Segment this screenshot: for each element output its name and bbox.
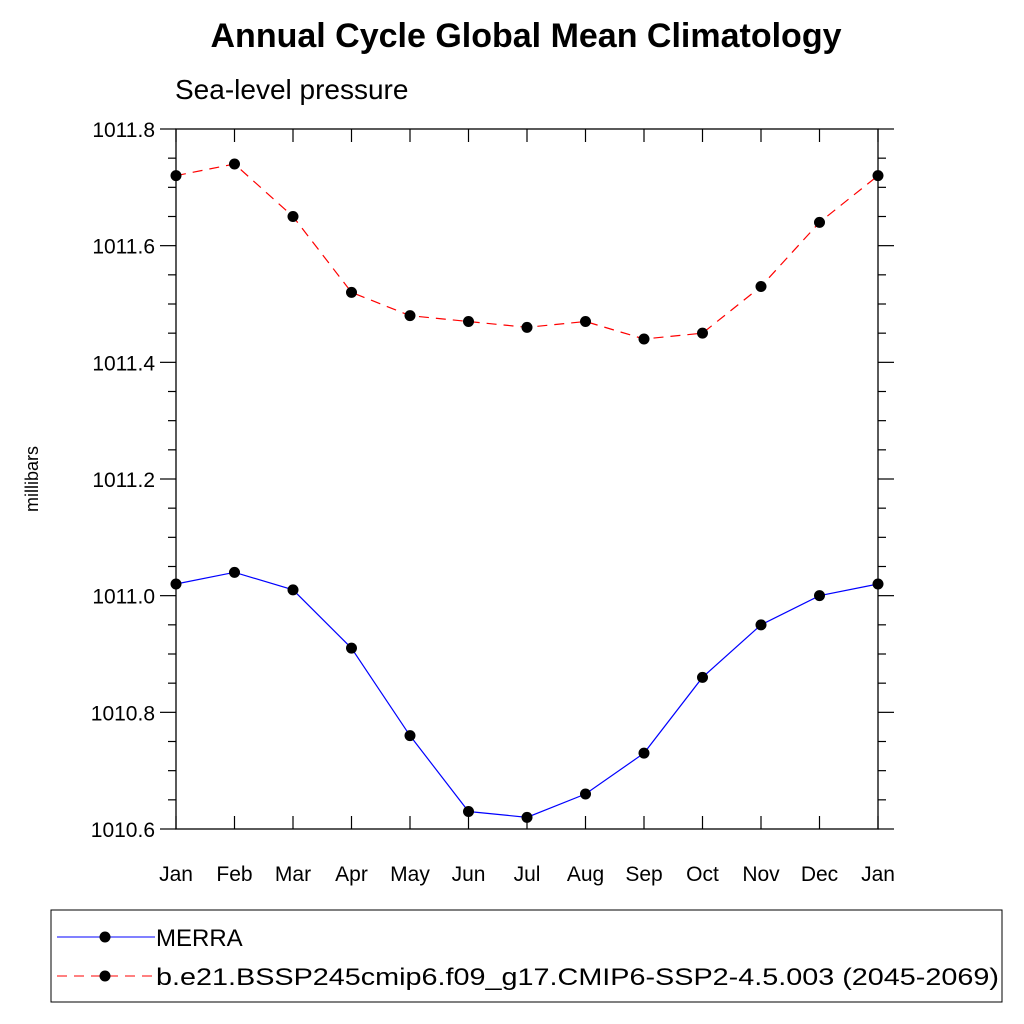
y-tick-label: 1011.2 (92, 469, 155, 492)
data-point (170, 170, 182, 182)
x-tick-labels: Jan Feb Mar Apr May Jun Jul Aug Sep Oct Nov Dec Jan (159, 863, 895, 886)
y-tick-label: 1011.6 (92, 236, 155, 259)
x-tick-label: Dec (801, 863, 838, 886)
axis-ticks (160, 128, 894, 830)
data-point (229, 566, 240, 578)
data-point (463, 806, 474, 817)
data-point (638, 333, 650, 345)
data-point (755, 619, 767, 631)
legend-label-cmip6: b.e21.BSSP245cmip6.f09_g17.CMIP6-SSP2-4.… (156, 964, 999, 991)
x-tick-label: Mar (275, 863, 311, 886)
y-tick-label: 1010.6 (91, 819, 155, 842)
data-point (521, 811, 533, 823)
data-point (814, 590, 825, 602)
data-point (287, 584, 299, 596)
data-point (287, 211, 299, 222)
data-point (463, 316, 474, 327)
data-point (521, 321, 533, 333)
legend-box (50, 909, 1003, 1003)
series-layer (170, 158, 884, 823)
data-point (697, 671, 708, 683)
y-tick-label: 1011.8 (92, 119, 155, 142)
x-tick-label: Oct (686, 863, 719, 886)
legend-label-merra: MERRA (156, 925, 243, 952)
legend: MERRA b.e21.BSSP245cmip6.f09_g17.CMIP6-S… (50, 909, 1003, 1003)
y-axis-label: millibars (22, 446, 42, 512)
y-tick-label: 1010.8 (91, 702, 155, 725)
y-tick-label: 1011.4 (92, 352, 155, 375)
data-point (697, 327, 708, 339)
data-point (755, 281, 767, 292)
data-point (404, 730, 416, 742)
data-point (638, 747, 650, 759)
x-tick-label: May (390, 863, 430, 886)
y-tick-labels: 1010.6 1010.8 1011.0 1011.2 1011.4 1011.6 1011… (91, 119, 156, 842)
data-point (346, 286, 357, 298)
data-point (872, 170, 884, 182)
x-tick-label: Sep (625, 863, 662, 886)
x-tick-label: Jul (514, 863, 541, 886)
x-tick-label: Aug (567, 863, 604, 886)
series-line-0 (175, 571, 879, 818)
data-point (404, 310, 416, 322)
x-tick-label: Jan (159, 863, 193, 886)
data-point (346, 642, 357, 654)
legend-marker-cmip6 (99, 970, 111, 982)
data-point (580, 316, 591, 327)
data-point (814, 216, 825, 228)
x-tick-label: Jun (452, 863, 486, 886)
chart-subtitle: Sea-level pressure (175, 74, 408, 105)
x-tick-label: Jan (861, 863, 895, 886)
chart-title: Annual Cycle Global Mean Climatology (211, 17, 842, 55)
x-tick-label: Apr (335, 863, 368, 886)
legend-marker-merra (99, 931, 111, 943)
plot-frame (175, 128, 879, 830)
data-point (872, 578, 884, 590)
series-line-1 (175, 163, 879, 340)
data-point (580, 788, 591, 800)
data-point (229, 158, 240, 170)
y-tick-label: 1011.0 (92, 586, 155, 609)
x-tick-label: Feb (216, 863, 252, 886)
x-tick-label: Nov (742, 863, 780, 886)
data-point (170, 578, 182, 590)
